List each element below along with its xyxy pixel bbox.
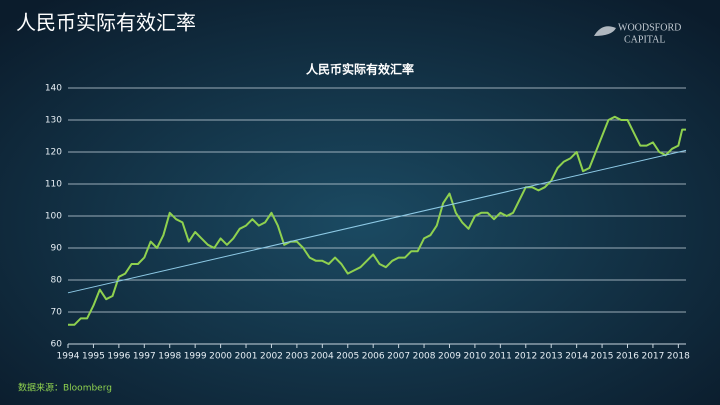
x-tick-label: 2003 <box>285 352 308 362</box>
source: 数据来源：Bloomberg <box>18 382 112 394</box>
x-tick-label: 2015 <box>591 352 614 362</box>
x-tick-label: 2005 <box>336 352 359 362</box>
x-tick-label: 1995 <box>82 352 105 362</box>
x-tick-label: 2007 <box>387 352 410 362</box>
y-tick-label: 60 <box>51 340 63 350</box>
y-tick-label: 130 <box>45 116 62 126</box>
data-line <box>68 115 686 326</box>
y-tick-label: 140 <box>45 84 62 94</box>
x-tick-label: 2000 <box>209 352 232 362</box>
x-tick-label: 2014 <box>565 352 588 362</box>
x-tick-label: 2017 <box>641 352 664 362</box>
y-tick-label: 80 <box>51 276 63 286</box>
x-tick-label: 2010 <box>463 352 486 362</box>
x-tick-label: 2008 <box>413 352 436 362</box>
logo-icon <box>594 26 616 36</box>
y-tick-label: 120 <box>45 148 62 158</box>
y-tick-label: 100 <box>45 212 62 222</box>
x-tick-label: 2018 <box>667 352 690 362</box>
x-tick-label: 2002 <box>260 352 283 362</box>
x-tick-label: 2001 <box>235 352 258 362</box>
x-tick-label: 1997 <box>133 352 156 362</box>
x-tick-label: 1994 <box>57 352 80 362</box>
x-tick-label: 2009 <box>438 352 461 362</box>
y-tick-label: 110 <box>45 180 62 190</box>
x-tick-label: 2012 <box>514 352 537 362</box>
logo-text: WOODSFORD <box>618 22 681 33</box>
trend-line <box>67 149 687 294</box>
x-tick-label: 1996 <box>107 352 130 362</box>
x-tick-label: 2011 <box>489 352 512 362</box>
page-title: 人民币实际有效汇率 <box>16 11 196 35</box>
chart-title: 人民币实际有效汇率 <box>306 62 414 77</box>
x-tick-label: 1999 <box>184 352 207 362</box>
x-tick-label: 2016 <box>616 352 639 362</box>
x-tick-label: 2006 <box>362 352 385 362</box>
x-tick-label: 1998 <box>158 352 181 362</box>
logo: WOODSFORD CAPITAL <box>594 22 681 45</box>
logo-text: CAPITAL <box>624 34 665 45</box>
x-tick-label: 2013 <box>540 352 563 362</box>
y-tick-label: 90 <box>51 244 63 254</box>
y-tick-label: 70 <box>51 308 63 318</box>
x-tick-label: 2004 <box>311 352 334 362</box>
